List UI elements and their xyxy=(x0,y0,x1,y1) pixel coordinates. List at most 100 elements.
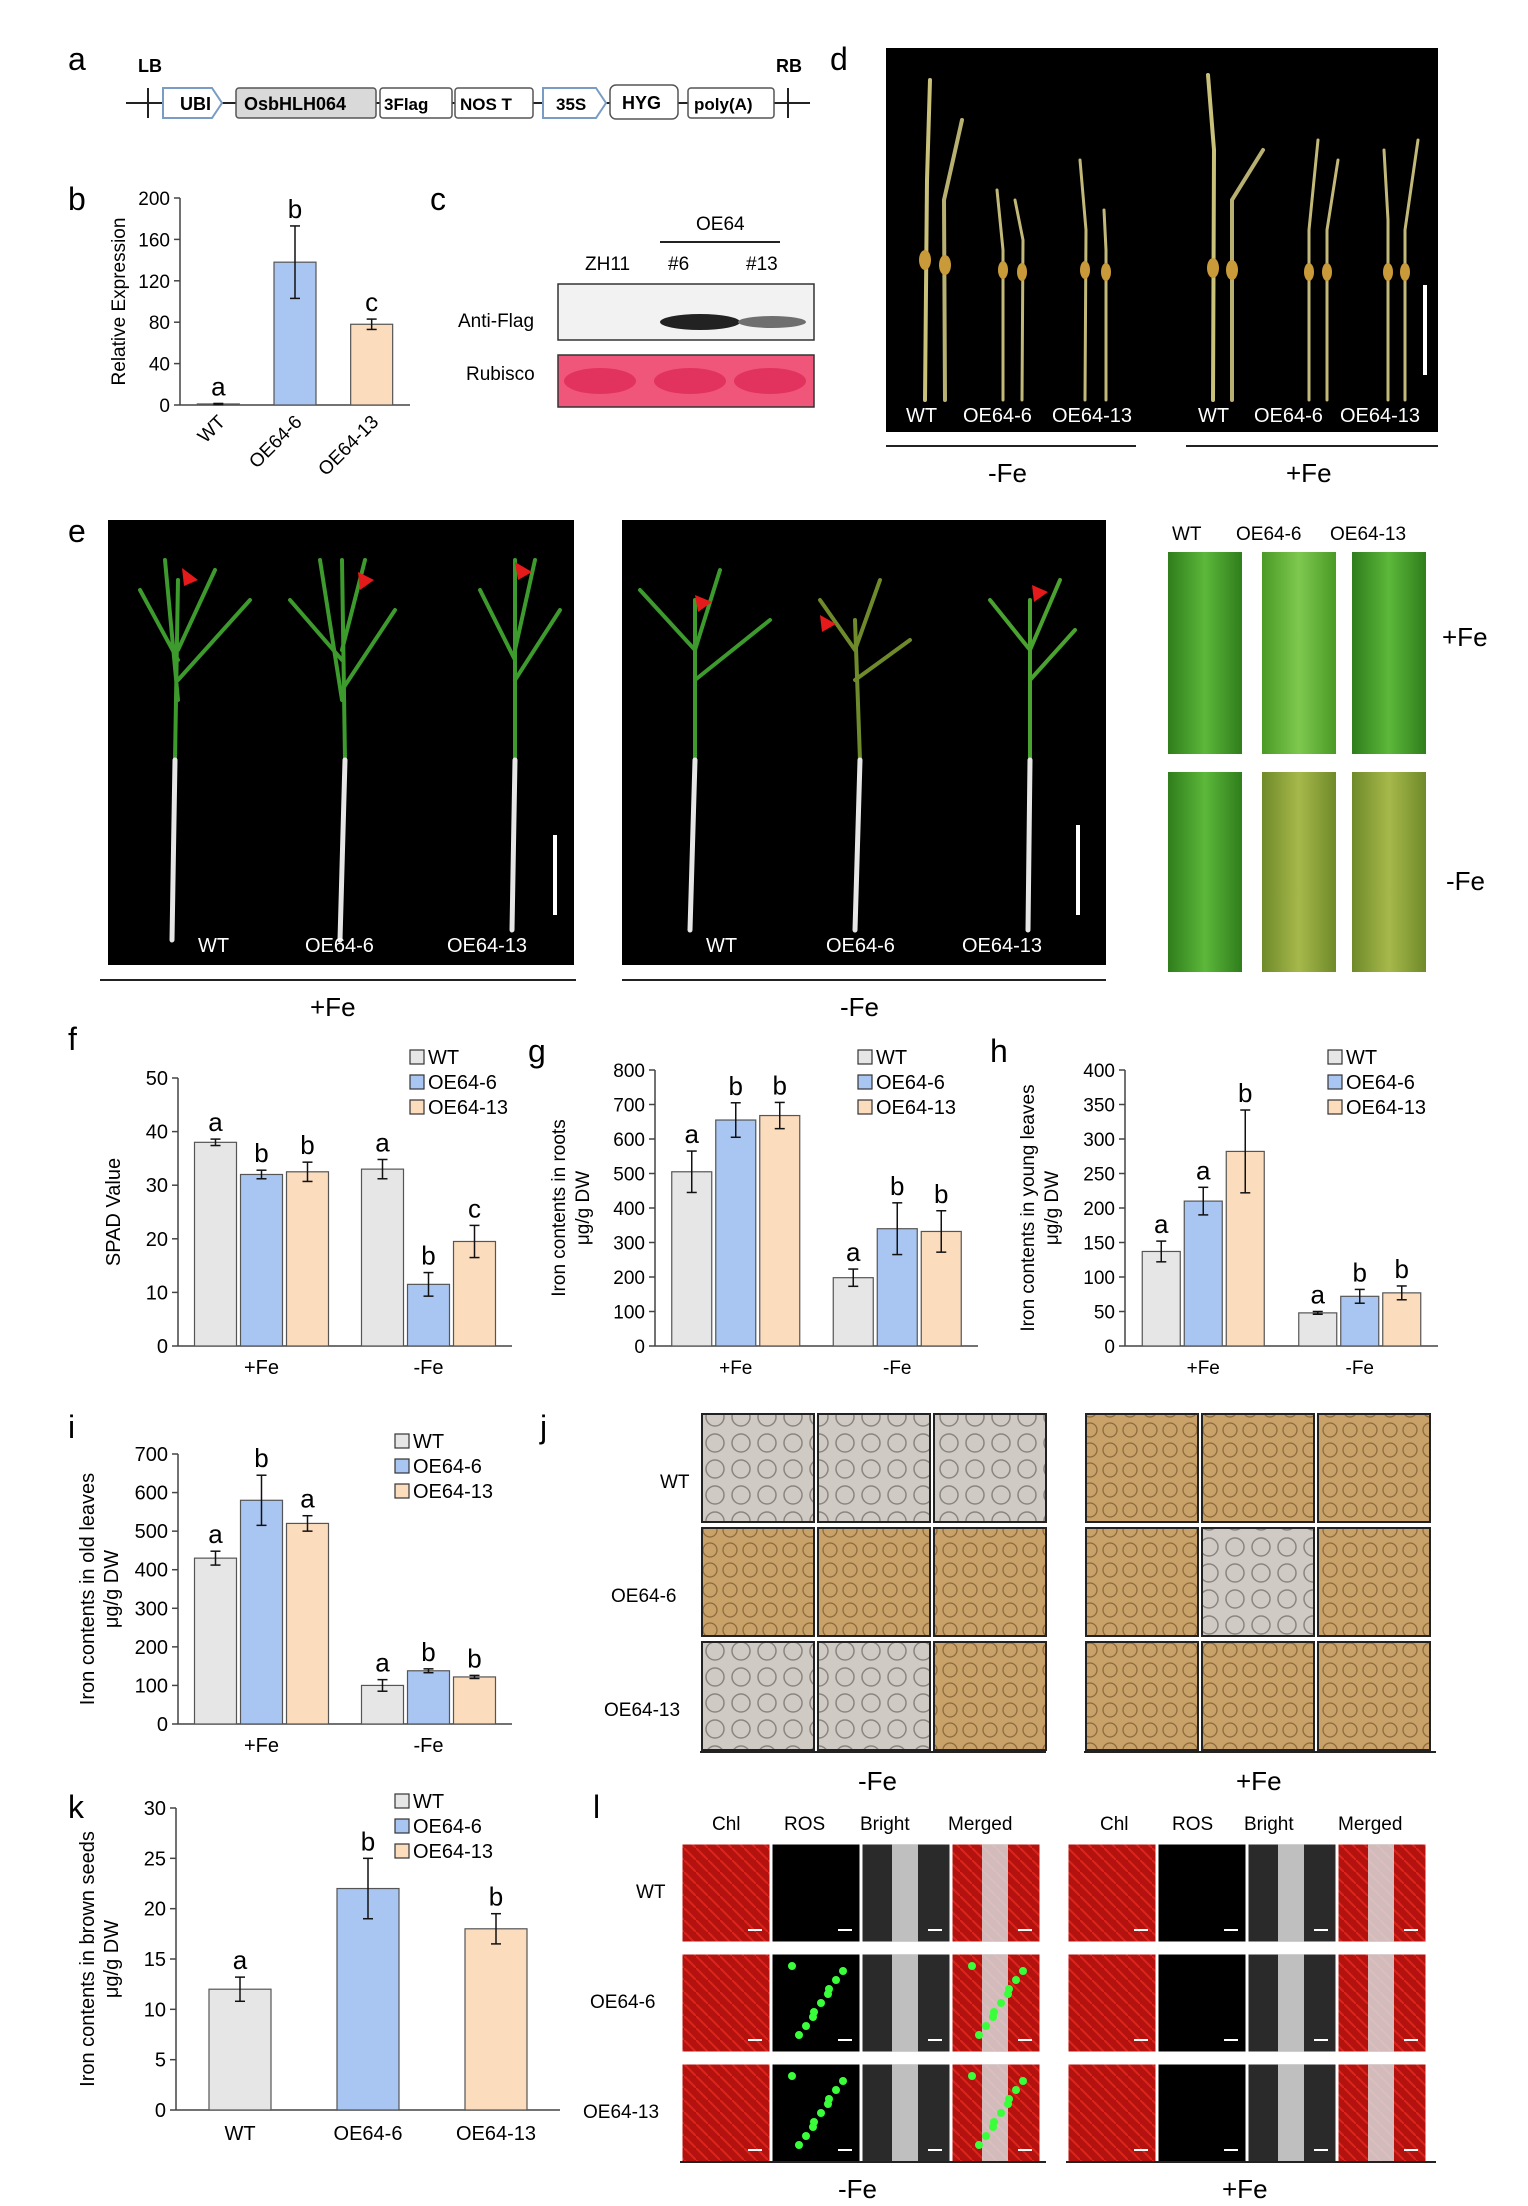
panel-letter: a xyxy=(68,41,86,77)
y-axis-label: Iron contents in roots xyxy=(549,1119,570,1296)
fluorescence-tile xyxy=(681,1953,771,2053)
legend-label: WT xyxy=(413,1791,444,1813)
significance-letter: b xyxy=(1353,1257,1367,1287)
panel-letter: h xyxy=(990,1033,1008,1069)
y-tick-label: 400 xyxy=(613,1199,645,1220)
significance-letter: b xyxy=(288,194,302,224)
fluorescence-tile xyxy=(1067,1843,1157,1943)
legend-swatch xyxy=(394,1818,410,1834)
legend-swatch xyxy=(394,1483,410,1499)
y-axis-label-unit: μg/g DW xyxy=(101,1550,123,1628)
y-axis-label: Relative Expression xyxy=(109,218,130,386)
bar xyxy=(1298,1312,1338,1347)
plant-label: WT xyxy=(706,935,737,957)
panel-g: g 0 100 200 300 400 500 600 700 800 Iron contents… xyxy=(528,1033,978,1379)
bright-field-band xyxy=(892,2064,918,2162)
y-tick-label: 0 xyxy=(159,396,170,417)
ros-signal xyxy=(817,1999,825,2007)
panel-i: i 0 100 200 300 400 500 600 700 Iron contents in… xyxy=(68,1409,512,1757)
flag-box xyxy=(379,87,453,119)
bright-field-band xyxy=(1368,2064,1394,2162)
y-tick-label: 300 xyxy=(1083,1130,1115,1151)
significance-letter: b xyxy=(934,1179,948,1209)
bar xyxy=(350,323,394,406)
y-tick-label: 800 xyxy=(613,1061,645,1082)
legend-swatch xyxy=(409,1049,425,1065)
y-tick-label: 40 xyxy=(146,1122,168,1144)
bar xyxy=(1183,1200,1223,1347)
bar xyxy=(208,1988,272,2111)
significance-letter: a xyxy=(208,1519,223,1549)
significance-letter: a xyxy=(685,1119,700,1149)
y-tick-label: 20 xyxy=(146,1229,168,1251)
group-label: -Fe xyxy=(838,2174,877,2204)
y-axis-label-unit: μg/g DW xyxy=(1042,1171,1063,1245)
oe64-group-label: OE64 xyxy=(696,214,745,235)
significance-letter: a xyxy=(1196,1155,1211,1185)
ros-signal xyxy=(975,2141,983,2149)
y-tick-label: 700 xyxy=(135,1444,168,1466)
plant-label: OE64-13 xyxy=(1052,405,1132,427)
x-tick-label: +Fe xyxy=(244,1735,279,1757)
ros-signal xyxy=(802,2022,810,2030)
significance-letter: b xyxy=(421,1637,435,1667)
bright-field-band xyxy=(982,1844,1008,1942)
fluorescence-tile xyxy=(1157,2063,1247,2163)
micrograph-tile xyxy=(1085,1527,1199,1637)
y-tick-label: 80 xyxy=(149,313,170,334)
leaf-closeup xyxy=(1352,552,1426,754)
fluorescence-tile xyxy=(681,1843,771,1943)
gene-box xyxy=(235,87,377,119)
y-tick-label: 0 xyxy=(1104,1337,1115,1358)
bar xyxy=(285,1171,330,1347)
ros-signal xyxy=(795,2031,803,2039)
rb-label: RB xyxy=(776,56,802,76)
leaf-closeup xyxy=(1168,772,1242,972)
x-tick-label: -Fe xyxy=(883,1358,912,1379)
col-label: ROS xyxy=(1172,1814,1213,1835)
35s-promoter-box xyxy=(542,87,608,119)
panel-f: f 0 10 20 30 40 50 SPAD Value a b b +Fe a b c -Fe WT OE6… xyxy=(68,1021,512,1379)
fluorescence-tile xyxy=(1067,2063,1157,2163)
ros-signal xyxy=(1012,2086,1020,2094)
y-tick-label: 200 xyxy=(135,1637,168,1659)
bar xyxy=(406,1670,451,1725)
fluorescence-tile xyxy=(1067,1953,1157,2053)
ros-signal xyxy=(795,2141,803,2149)
row-label-antiflag: Anti-Flag xyxy=(458,311,534,332)
row-label: OE64-6 xyxy=(611,1586,676,1607)
bar xyxy=(452,1676,497,1725)
significance-letter: b xyxy=(1395,1254,1409,1284)
x-tick-label: -Fe xyxy=(1346,1358,1375,1379)
ros-signal xyxy=(809,2123,817,2131)
lane-label: ZH11 xyxy=(585,254,630,275)
bar xyxy=(1340,1295,1380,1347)
y-tick-label: 100 xyxy=(1083,1268,1115,1289)
y-axis-label-unit: μg/g DW xyxy=(101,1920,123,1998)
blot-band xyxy=(734,368,806,394)
y-tick-label: 200 xyxy=(613,1268,645,1289)
y-tick-label: 0 xyxy=(155,2100,166,2122)
legend-swatch xyxy=(394,1843,410,1859)
bar xyxy=(285,1522,330,1725)
x-tick-label: +Fe xyxy=(1187,1358,1220,1379)
ros-signal xyxy=(982,2132,990,2140)
y-tick-label: 20 xyxy=(144,1899,166,1921)
row-label: WT xyxy=(636,1882,666,1903)
significance-letter: b xyxy=(1238,1078,1252,1108)
fluorescence-tile xyxy=(681,2063,771,2163)
stain-grid xyxy=(701,1413,1431,1751)
legend-label: WT xyxy=(413,1431,444,1453)
significance-letter: a xyxy=(846,1237,861,1267)
significance-letter: b xyxy=(773,1070,787,1100)
row-label: OE64-13 xyxy=(604,1700,680,1721)
plant-label: OE64-6 xyxy=(1254,405,1323,427)
micrograph-tile xyxy=(701,1641,815,1751)
bright-field-band xyxy=(892,1844,918,1942)
ros-signal xyxy=(997,2109,1005,2117)
nos-label: NOS T xyxy=(460,95,513,114)
ros-signal xyxy=(997,1999,1005,2007)
ros-signal xyxy=(809,2013,817,2021)
bar xyxy=(1141,1250,1181,1347)
fluorescence-tile xyxy=(771,1953,861,2053)
